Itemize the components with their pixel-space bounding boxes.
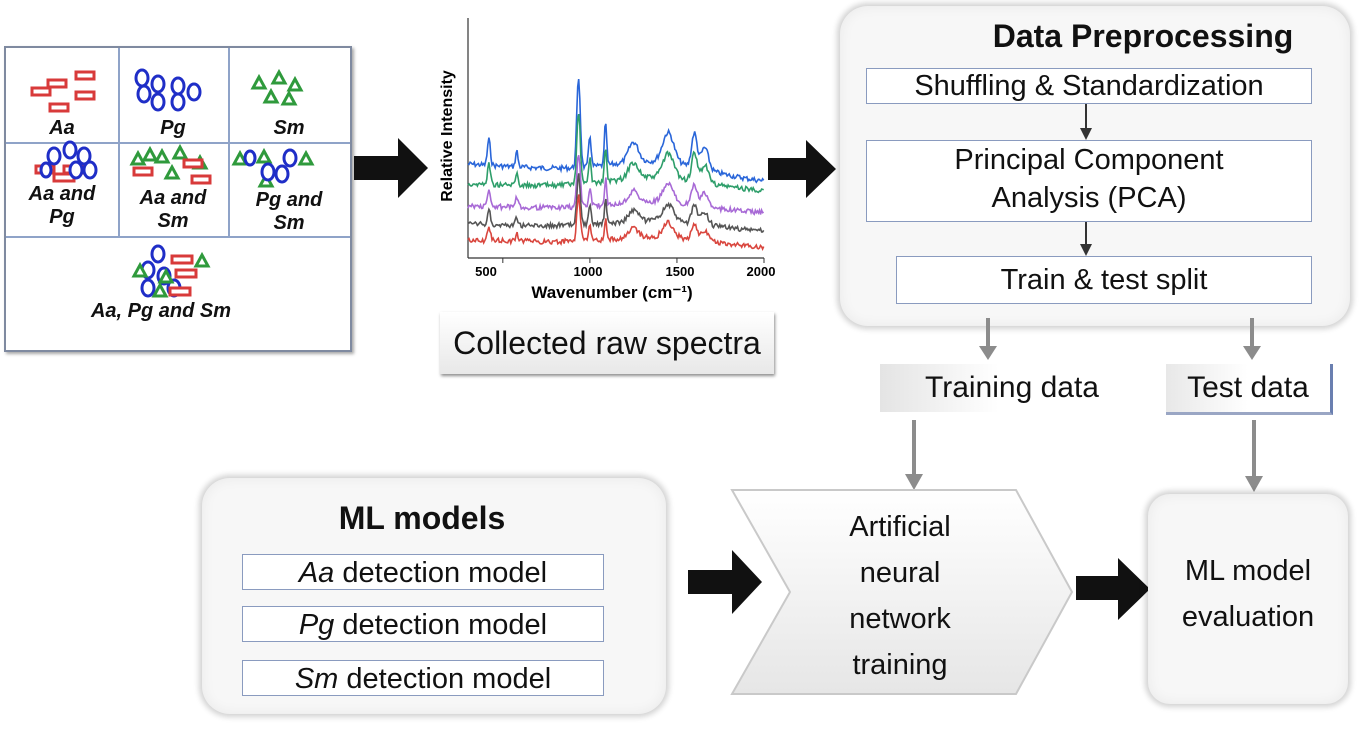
model-species: Aa bbox=[298, 557, 335, 589]
black-arrow-icon bbox=[768, 140, 836, 198]
aa-pg-icon bbox=[34, 140, 98, 183]
arrow-down-icon bbox=[1080, 104, 1092, 140]
label-aa-pg-sm: Aa, Pg and Sm bbox=[90, 300, 232, 322]
label-line: Sm bbox=[273, 212, 305, 234]
spectra-caption: Collected raw spectra bbox=[440, 312, 774, 374]
grid-divider bbox=[6, 236, 350, 238]
test-data-label: Test data bbox=[1166, 364, 1333, 415]
black-arrow-icon bbox=[1076, 558, 1150, 620]
model-suffix: detection model bbox=[334, 609, 548, 641]
label-line: Aa and bbox=[28, 183, 96, 205]
spectra-series bbox=[467, 78, 765, 251]
model-sm: Sm detection model bbox=[242, 660, 604, 696]
grid-divider bbox=[118, 48, 120, 236]
arrow-down-icon bbox=[1243, 318, 1261, 360]
spectra-plot: Relative Intensity Wavenumber (cm⁻¹) 500… bbox=[439, 18, 776, 302]
ml-models-panel: ML models Aa detection model Pg detectio… bbox=[202, 478, 666, 714]
spectrum-trace bbox=[467, 154, 765, 216]
sample-grid: Aa Pg Sm Aa and Pg Aa and Sm Pg and Sm A… bbox=[4, 46, 352, 352]
evaluation-label: ML model evaluation bbox=[1148, 548, 1348, 640]
training-data-label: Training data bbox=[880, 364, 1144, 412]
ml-models-title: ML models bbox=[338, 500, 506, 536]
aa-sm-icon bbox=[129, 143, 212, 185]
spectrum-trace bbox=[467, 194, 765, 251]
x-tick-label: 500 bbox=[475, 264, 497, 279]
pg-sm-icon bbox=[231, 147, 315, 188]
x-tick-label: 2000 bbox=[747, 264, 776, 279]
preprocessing-panel: Data Preprocessing Shuffling & Standardi… bbox=[840, 6, 1350, 326]
sample-icons bbox=[30, 68, 315, 298]
model-suffix: detection model bbox=[334, 557, 548, 589]
evaluation-panel: ML model evaluation bbox=[1148, 494, 1348, 704]
label-line: Pg bbox=[49, 206, 75, 228]
spectrum-trace bbox=[467, 78, 765, 184]
ann-line: Artificial bbox=[849, 511, 951, 543]
arrow-down-icon bbox=[905, 420, 923, 490]
model-pg: Pg detection model bbox=[242, 606, 604, 642]
grid-divider bbox=[6, 142, 350, 144]
black-arrow-icon bbox=[354, 138, 428, 198]
ann-line: neural bbox=[859, 557, 941, 589]
spectrum-trace bbox=[467, 113, 764, 194]
model-aa: Aa detection model bbox=[242, 554, 604, 590]
x-ticks bbox=[502, 258, 765, 263]
ann-line: training bbox=[852, 649, 948, 681]
arrow-down-icon bbox=[979, 318, 997, 360]
label-aa: Aa bbox=[49, 117, 75, 139]
step-pca-line: Principal Component bbox=[954, 144, 1224, 176]
label-line: Aa and bbox=[139, 187, 207, 209]
preprocessing-title: Data Preprocessing bbox=[992, 18, 1294, 54]
spectrum-trace bbox=[467, 173, 765, 233]
step-pca: Principal Component Analysis (PCA) bbox=[866, 140, 1312, 222]
ann-line: network bbox=[849, 603, 951, 635]
model-species: Pg bbox=[298, 609, 335, 641]
x-axis-label: Wavenumber (cm⁻¹) bbox=[531, 283, 692, 302]
step-pca-line: Analysis (PCA) bbox=[991, 182, 1187, 214]
label-line: Pg and bbox=[255, 189, 323, 211]
label-pg: Pg bbox=[160, 117, 186, 139]
x-tick-label: 1000 bbox=[574, 264, 603, 279]
evaluation-line: evaluation bbox=[1181, 601, 1315, 633]
label-sm: Sm bbox=[273, 117, 305, 139]
label-pg-sm: Pg and Sm bbox=[228, 189, 350, 235]
ann-chevron-shape bbox=[730, 489, 1074, 695]
y-axis-label: Relative Intensity bbox=[439, 70, 456, 202]
sm-icon bbox=[250, 68, 304, 106]
label-aa-sm: Aa and Sm bbox=[118, 187, 228, 233]
model-species: Sm bbox=[294, 663, 339, 695]
evaluation-line: ML model bbox=[1184, 555, 1312, 587]
arrow-down-icon bbox=[1080, 222, 1092, 256]
x-tick-label: 1500 bbox=[666, 264, 695, 279]
model-suffix: detection model bbox=[338, 663, 552, 695]
step-split: Train & test split bbox=[896, 256, 1312, 304]
aa-pg-sm-icon bbox=[131, 244, 211, 298]
ann-training-label: Artificial neural network training bbox=[800, 504, 1000, 688]
aa-icon bbox=[30, 70, 96, 113]
grid-divider bbox=[228, 48, 230, 236]
black-arrow-icon bbox=[688, 550, 762, 614]
arrow-down-icon bbox=[1245, 420, 1263, 492]
step-shuffling: Shuffling & Standardization bbox=[866, 68, 1312, 104]
label-line: Sm bbox=[157, 210, 189, 232]
label-aa-pg: Aa and Pg bbox=[6, 183, 118, 229]
pg-icon bbox=[134, 68, 202, 112]
